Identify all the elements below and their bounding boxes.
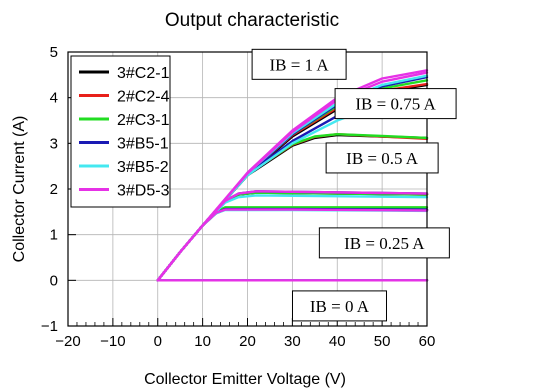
chart-title: Output characteristic (165, 10, 339, 31)
legend-frame (70, 55, 171, 208)
x-axis-label: Collector Emitter Voltage (V) (144, 371, 346, 388)
legend-label: 3#B5-1 (117, 136, 169, 153)
y-tick-label: −1 (41, 318, 58, 335)
curves (156, 69, 429, 282)
legend-label: 3#D5-3 (117, 183, 170, 200)
annotation-frame (334, 88, 457, 120)
x-tick-label: 30 (284, 333, 301, 350)
x-tick-label: 10 (194, 333, 211, 350)
annotation-label: IB = 1 A (270, 55, 330, 74)
legend-entry: 3#B5-1 (79, 136, 169, 153)
annotations: IB = 1 A IB = 0.75 A IB = 0.5 A IB = 0.25 A… (251, 48, 457, 322)
annotation-box: IB = 0.75 A (334, 88, 457, 120)
y-tick-label: 0 (50, 272, 58, 289)
x-tick-label: 50 (374, 333, 391, 350)
y-axis-label: Collector Current (A) (11, 116, 28, 263)
annotation-label: IB = 0.75 A (355, 95, 436, 114)
legend-label: 2#C2-4 (117, 89, 170, 106)
y-tick-label: 4 (50, 90, 58, 107)
legend: 3#C2-1 2#C2-4 2#C3-1 3#B5-1 3#B5-2 3#D5-3 (70, 55, 171, 208)
legend-label: 3#B5-2 (117, 159, 169, 176)
legend-entry: 3#B5-2 (79, 159, 169, 176)
legend-label: 2#C3-1 (117, 112, 170, 129)
annotation-frame (291, 290, 387, 322)
series-3#D5-3 (156, 69, 429, 282)
annotation-box: IB = 0.5 A (325, 142, 439, 174)
y-tick-label: 1 (50, 227, 58, 244)
annotation-frame (318, 227, 450, 259)
x-tick-label: 20 (239, 333, 256, 350)
legend-label: 3#C2-1 (117, 65, 170, 82)
annotation-box: IB = 0.25 A (318, 227, 450, 259)
y-tick-label: 5 (50, 44, 58, 61)
annotation-box: IB = 0 A (291, 290, 387, 322)
x-tick-label: 0 (154, 333, 162, 350)
x-tick-label: −20 (55, 333, 80, 350)
annotation-label: IB = 0.5 A (346, 149, 419, 168)
annotation-label: IB = 0.25 A (344, 234, 425, 253)
x-tick-label: 40 (329, 333, 346, 350)
series-line-ib-1 (156, 69, 429, 282)
legend-entry: 3#C2-1 (79, 65, 170, 82)
legend-entry: 2#C2-4 (79, 89, 170, 106)
legend-entry: 3#D5-3 (79, 183, 170, 200)
annotation-frame (251, 48, 347, 80)
annotation-frame (325, 142, 439, 174)
annotation-label: IB = 0 A (310, 297, 370, 316)
annotation-box: IB = 1 A (251, 48, 347, 80)
x-tick-label: 60 (419, 333, 436, 350)
x-tick-label: −10 (100, 333, 125, 350)
y-tick-label: 2 (50, 181, 58, 198)
y-tick-label: 3 (50, 135, 58, 152)
legend-entry: 2#C3-1 (79, 112, 170, 129)
